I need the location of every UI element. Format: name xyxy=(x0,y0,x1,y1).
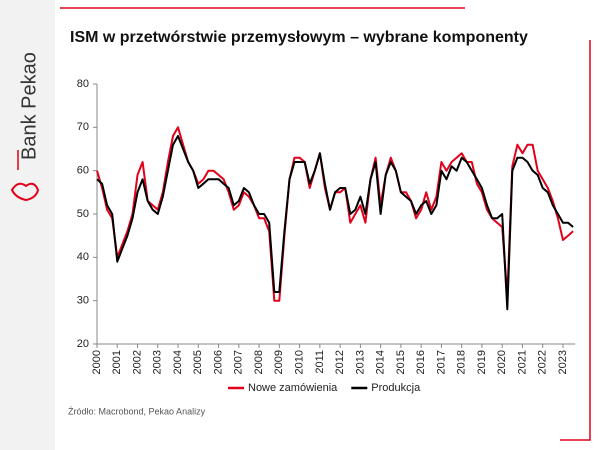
x-tick-label: 2023 xyxy=(557,350,569,374)
y-tick-label: 30 xyxy=(77,295,89,307)
y-tick-label: 40 xyxy=(77,251,89,263)
x-tick-label: 2001 xyxy=(111,350,123,374)
x-tick-label: 2002 xyxy=(131,350,143,374)
x-tick-label: 2021 xyxy=(516,350,528,374)
x-tick-label: 2020 xyxy=(496,350,508,374)
x-tick-label: 2000 xyxy=(91,350,103,374)
x-tick-label: 2012 xyxy=(334,350,346,374)
x-tick-label: 2008 xyxy=(253,350,265,374)
legend-label: Produkcja xyxy=(371,382,421,394)
x-tick-label: 2005 xyxy=(192,350,204,374)
x-tick-label: 2016 xyxy=(415,350,427,374)
y-tick-label: 20 xyxy=(77,338,89,350)
x-tick-label: 2007 xyxy=(233,350,245,374)
y-tick-label: 80 xyxy=(77,78,89,90)
x-tick-label: 2022 xyxy=(537,350,549,374)
x-tick-label: 2019 xyxy=(476,350,488,374)
x-tick-label: 2006 xyxy=(212,350,224,374)
y-tick-label: 60 xyxy=(77,165,89,177)
x-tick-label: 2015 xyxy=(395,350,407,374)
x-tick-label: 2014 xyxy=(375,350,387,374)
x-tick-label: 2013 xyxy=(354,350,366,374)
y-tick-label: 70 xyxy=(77,121,89,133)
series-line xyxy=(96,135,574,311)
brand-name: Bank Pekao xyxy=(18,52,40,160)
x-tick-label: 2017 xyxy=(435,350,447,374)
frame-rule xyxy=(560,40,591,441)
chart-title: ISM w przetwórstwie przemysłowym – wybra… xyxy=(70,29,528,46)
x-tick-label: 2003 xyxy=(152,350,164,374)
x-tick-label: 2011 xyxy=(314,350,326,374)
x-tick-label: 2010 xyxy=(294,350,306,374)
x-tick-label: 2018 xyxy=(456,350,468,374)
brand-logo xyxy=(10,182,40,202)
y-tick-label: 50 xyxy=(77,208,89,220)
x-tick-label: 2009 xyxy=(273,350,285,374)
x-tick-label: 2004 xyxy=(172,350,184,374)
source: Źródło: Macrobond, Pekao Analizy xyxy=(68,406,206,416)
legend-label: Nowe zamówienia xyxy=(248,382,338,394)
brand-strip xyxy=(0,0,55,450)
